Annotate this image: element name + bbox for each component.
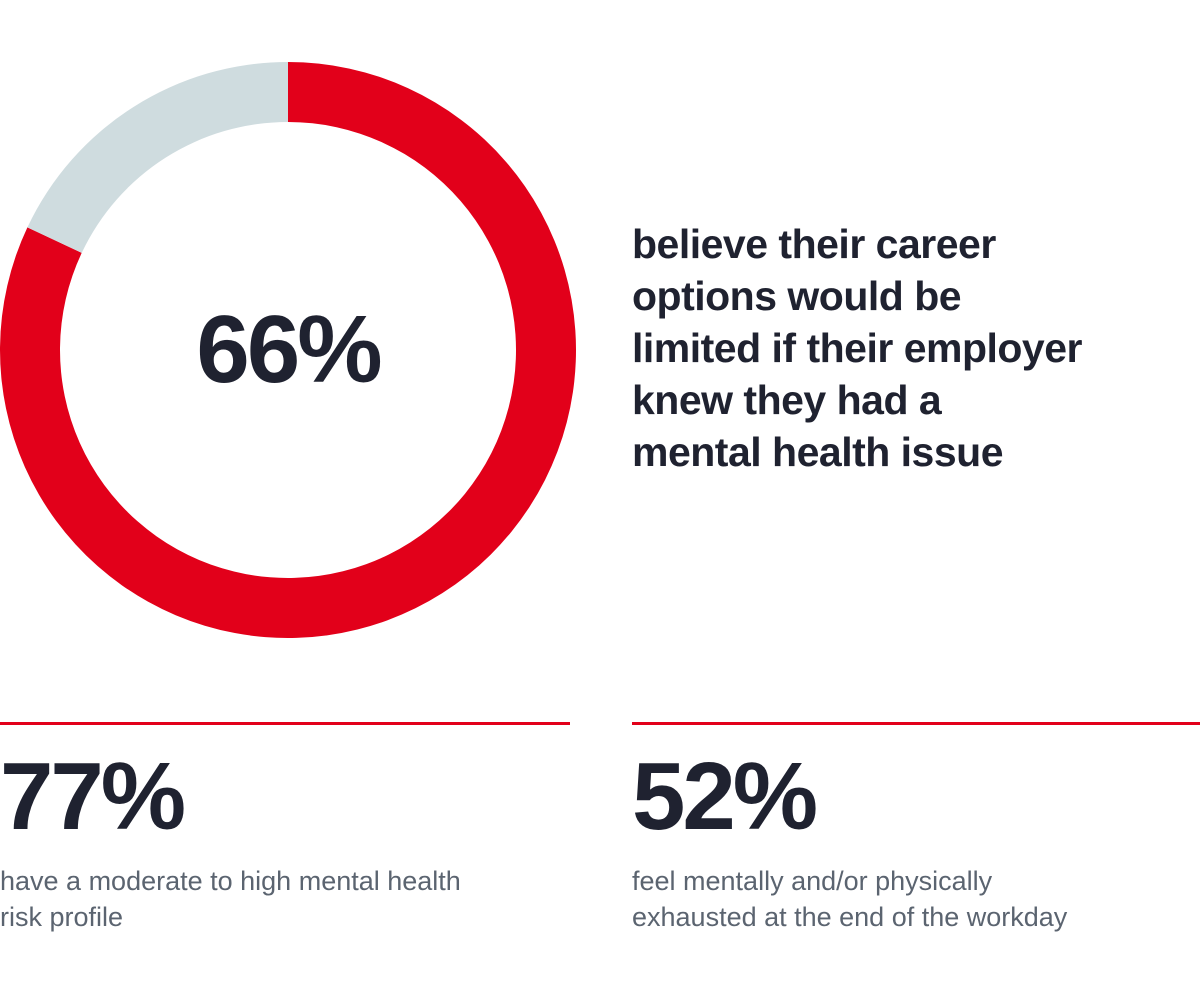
- stat-value: 52%: [632, 743, 818, 850]
- donut-center-value: 66%: [196, 296, 382, 403]
- stat-label-line: risk profile: [0, 902, 124, 932]
- headline-line: knew they had a: [632, 377, 942, 423]
- headline-line: believe their career: [632, 221, 996, 267]
- headline-line: options would be: [632, 273, 962, 319]
- stat-divider: [632, 722, 1200, 725]
- stat-block-exhausted: 52% feel mentally and/or physically exha…: [632, 722, 1200, 935]
- stat-label-line: have a moderate to high mental health: [0, 866, 461, 896]
- headline-text: believe their career options would be li…: [632, 218, 1172, 478]
- donut-slice-remainder: [27, 62, 288, 253]
- stat-label: feel mentally and/or physically exhauste…: [632, 863, 1132, 935]
- headline-line: mental health issue: [632, 429, 1004, 475]
- stat-label-line: exhausted at the end of the workday: [632, 902, 1068, 932]
- stat-label-line: feel mentally and/or physically: [632, 866, 993, 896]
- headline-line: limited if their employer: [632, 325, 1083, 371]
- stat-block-moderate-high-risk: 77% have a moderate to high mental healt…: [0, 722, 570, 935]
- stat-value: 77%: [0, 743, 186, 850]
- stat-label: have a moderate to high mental health ri…: [0, 863, 500, 935]
- donut-chart: 66%: [0, 62, 576, 638]
- stat-divider: [0, 722, 570, 725]
- donut-svg: [0, 62, 576, 638]
